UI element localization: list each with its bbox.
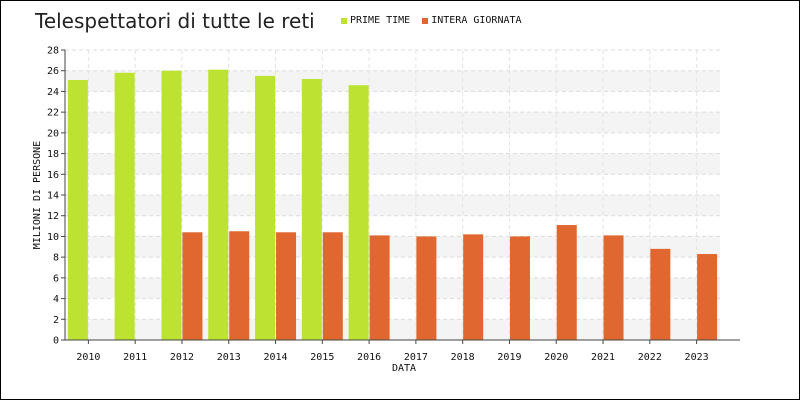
bar-intera-giornata — [509, 236, 530, 340]
y-tick-label: 12 — [47, 211, 59, 222]
y-tick-label: 14 — [47, 191, 59, 202]
bar-intera-giornata — [603, 235, 624, 340]
y-tick-label: 8 — [53, 253, 59, 264]
x-tick-label: 2016 — [357, 352, 381, 363]
y-tick-label: 10 — [47, 232, 59, 243]
y-tick-label: 16 — [47, 170, 59, 181]
bar-prime-time — [301, 79, 322, 340]
y-tick-label: 20 — [47, 128, 59, 139]
y-tick-label: 6 — [53, 273, 59, 284]
y-tick-label: 0 — [53, 336, 59, 347]
bar-prime-time — [348, 85, 369, 340]
legend-swatch-intera-giornata — [422, 17, 429, 24]
bar-intera-giornata — [322, 232, 343, 340]
bar-intera-giornata — [276, 232, 297, 340]
x-tick-label: 2012 — [170, 352, 194, 363]
x-tick-label: 2011 — [123, 352, 147, 363]
legend: PRIME TIME INTERA GIORNATA — [341, 15, 522, 26]
bar-intera-giornata — [369, 235, 390, 340]
x-tick-label: 2020 — [544, 352, 568, 363]
x-tick-label: 2010 — [76, 352, 100, 363]
chart-title: Telespettatori di tutte le reti — [35, 9, 315, 33]
x-tick-label: 2017 — [404, 352, 428, 363]
x-tick-label: 2023 — [685, 352, 709, 363]
legend-label-prime-time: PRIME TIME — [350, 15, 411, 26]
legend-entry-intera-giornata: INTERA GIORNATA — [422, 15, 522, 26]
bar-intera-giornata — [556, 225, 577, 340]
bar-intera-giornata — [416, 236, 437, 340]
x-tick-label: 2014 — [263, 352, 287, 363]
legend-label-intera-giornata: INTERA GIORNATA — [431, 15, 522, 26]
legend-entry-prime-time: PRIME TIME — [341, 15, 410, 26]
y-tick-label: 26 — [47, 66, 59, 77]
x-tick-label: 2021 — [591, 352, 615, 363]
y-tick-label: 22 — [47, 108, 59, 119]
bar-prime-time — [114, 72, 135, 341]
legend-swatch-prime-time — [341, 17, 347, 24]
x-tick-label: 2022 — [638, 352, 662, 363]
x-tick-label: 2015 — [310, 352, 334, 363]
bar-prime-time — [161, 70, 182, 340]
bar-intera-giornata — [229, 231, 250, 340]
bar-prime-time — [255, 75, 276, 341]
bar-intera-giornata — [697, 254, 718, 340]
bar-intera-giornata — [463, 234, 484, 340]
x-tick-label: 2018 — [451, 352, 475, 363]
y-tick-label: 28 — [47, 46, 59, 57]
y-tick-label: 4 — [53, 294, 59, 305]
bar-prime-time — [208, 69, 229, 340]
x-tick-label: 2013 — [217, 352, 241, 363]
bar-prime-time — [67, 80, 88, 341]
bar-intera-giornata — [650, 248, 671, 340]
y-tick-label: 2 — [53, 315, 59, 326]
y-tick-label: 24 — [47, 87, 59, 98]
bar-intera-giornata — [182, 232, 203, 340]
y-axis-label: MILIONI DI PERSONE — [32, 141, 43, 249]
x-tick-label: 2019 — [497, 352, 521, 363]
y-tick-label: 18 — [47, 149, 59, 160]
x-axis-label: DATA — [392, 363, 416, 374]
